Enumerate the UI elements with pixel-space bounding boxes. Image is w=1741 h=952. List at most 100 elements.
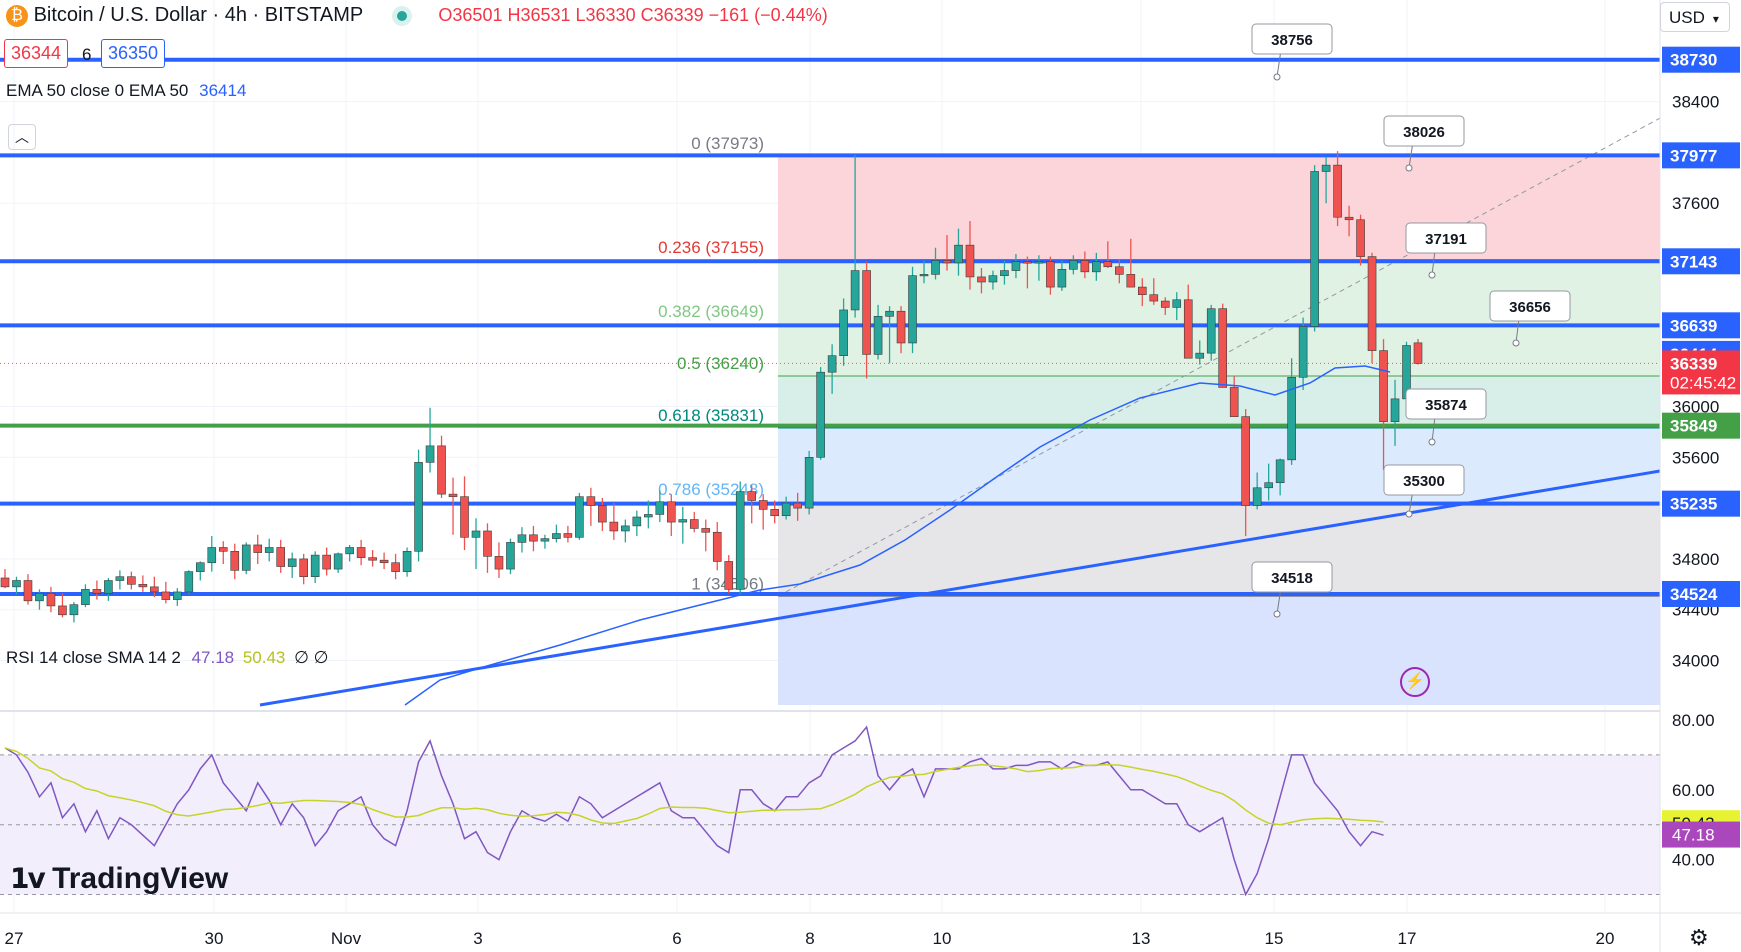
candle-body[interactable] xyxy=(678,519,688,523)
candle-body[interactable] xyxy=(414,462,423,552)
candle-body[interactable] xyxy=(1264,482,1273,489)
candle-body[interactable] xyxy=(12,580,21,588)
candle-body[interactable] xyxy=(379,559,389,564)
candle-body[interactable] xyxy=(689,519,699,529)
candle-body[interactable] xyxy=(1333,164,1342,218)
candle-body[interactable] xyxy=(1023,261,1032,264)
price-level-label-bg[interactable] xyxy=(1662,312,1740,339)
candle-body[interactable] xyxy=(161,591,171,600)
candle-body[interactable] xyxy=(356,547,366,558)
candle-body[interactable] xyxy=(758,500,768,510)
callout-box[interactable] xyxy=(1489,290,1571,322)
candle-body[interactable] xyxy=(563,533,573,538)
candle-body[interactable] xyxy=(896,310,906,344)
candle-body[interactable] xyxy=(942,260,952,264)
price-level-label-bg[interactable] xyxy=(1662,490,1740,517)
candle-body[interactable] xyxy=(241,544,251,571)
candle-body[interactable] xyxy=(173,591,182,600)
ask-price-button[interactable]: 36350 xyxy=(101,39,166,68)
candle-body[interactable] xyxy=(1103,261,1113,268)
candle-body[interactable] xyxy=(954,244,963,264)
candle-body[interactable] xyxy=(724,561,734,590)
candle-body[interactable] xyxy=(1356,219,1365,257)
candle-body[interactable] xyxy=(873,315,883,355)
candle-body[interactable] xyxy=(150,586,159,593)
candle-body[interactable] xyxy=(529,534,538,542)
candle-body[interactable] xyxy=(1206,308,1216,354)
candle-body[interactable] xyxy=(712,531,722,562)
candle-body[interactable] xyxy=(735,491,745,590)
candle-body[interactable] xyxy=(184,571,194,593)
candle-body[interactable] xyxy=(1287,376,1296,461)
candle-body[interactable] xyxy=(92,589,102,594)
candle-body[interactable] xyxy=(58,605,67,616)
candle-body[interactable] xyxy=(448,493,458,497)
candle-body[interactable] xyxy=(770,509,779,517)
callout-box[interactable] xyxy=(1405,388,1487,420)
candle-body[interactable] xyxy=(1172,299,1182,308)
collapse-legend-button[interactable]: ︿ xyxy=(8,124,36,150)
current-price-label-bg[interactable] xyxy=(1662,350,1740,395)
candle-body[interactable] xyxy=(701,528,711,533)
candle-body[interactable] xyxy=(839,309,848,356)
candle-body[interactable] xyxy=(586,496,596,506)
candle-body[interactable] xyxy=(138,584,148,588)
candle-body[interactable] xyxy=(46,592,56,607)
candle-body[interactable] xyxy=(747,491,757,501)
candle-body[interactable] xyxy=(644,514,653,518)
candle-body[interactable] xyxy=(506,542,515,570)
candle-body[interactable] xyxy=(816,371,825,458)
bid-price-button[interactable]: 36344 xyxy=(4,39,69,68)
candle-body[interactable] xyxy=(1413,342,1423,364)
candle-body[interactable] xyxy=(1011,261,1021,271)
price-level-label-bg[interactable] xyxy=(1662,412,1740,439)
callout-box[interactable] xyxy=(1251,561,1333,593)
lightning-icon[interactable]: ⚡ xyxy=(1400,667,1430,697)
candle-body[interactable] xyxy=(368,557,377,561)
candle-body[interactable] xyxy=(1229,387,1239,417)
candle-body[interactable] xyxy=(598,505,607,523)
candle-body[interactable] xyxy=(1390,398,1400,423)
candle-body[interactable] xyxy=(402,550,412,572)
candle-body[interactable] xyxy=(276,547,286,567)
candle-body[interactable] xyxy=(69,604,79,616)
candle-body[interactable] xyxy=(345,547,354,555)
candle-body[interactable] xyxy=(908,275,917,344)
price-level-label-bg[interactable] xyxy=(1662,248,1740,275)
candle-body[interactable] xyxy=(540,538,550,542)
price-level-label-bg[interactable] xyxy=(1662,580,1740,607)
candle-body[interactable] xyxy=(391,562,400,572)
candle-body[interactable] xyxy=(552,533,561,539)
candle-body[interactable] xyxy=(885,310,894,317)
candle-body[interactable] xyxy=(1379,350,1388,423)
candle-body[interactable] xyxy=(575,496,584,538)
candle-body[interactable] xyxy=(1218,308,1228,388)
candle-body[interactable] xyxy=(1092,261,1101,273)
tradingview-logo[interactable]: 𝟭𝘃 TradingView xyxy=(10,862,228,896)
candle-body[interactable] xyxy=(127,576,136,585)
candle-body[interactable] xyxy=(655,501,665,515)
candle-body[interactable] xyxy=(862,270,871,355)
candle-body[interactable] xyxy=(1137,286,1147,296)
candle-body[interactable] xyxy=(0,577,10,588)
candle-body[interactable] xyxy=(793,502,802,509)
candle-body[interactable] xyxy=(1126,274,1136,288)
candle-body[interactable] xyxy=(471,530,481,538)
candle-body[interactable] xyxy=(460,496,469,538)
candle-body[interactable] xyxy=(310,554,320,578)
settings-gear-icon[interactable]: ⚙ xyxy=(1689,925,1709,950)
candle-body[interactable] xyxy=(1275,459,1285,484)
candle-body[interactable] xyxy=(1321,164,1331,172)
candle-body[interactable] xyxy=(632,516,642,527)
candle-body[interactable] xyxy=(1000,270,1009,276)
candle-body[interactable] xyxy=(1195,352,1205,359)
candle-body[interactable] xyxy=(115,576,125,581)
candle-body[interactable] xyxy=(333,553,343,570)
candle-body[interactable] xyxy=(781,502,791,517)
candle-body[interactable] xyxy=(1252,487,1262,506)
callout-box[interactable] xyxy=(1405,222,1487,254)
candle-body[interactable] xyxy=(494,556,504,570)
candle-body[interactable] xyxy=(322,554,331,570)
callout-box[interactable] xyxy=(1383,115,1465,147)
